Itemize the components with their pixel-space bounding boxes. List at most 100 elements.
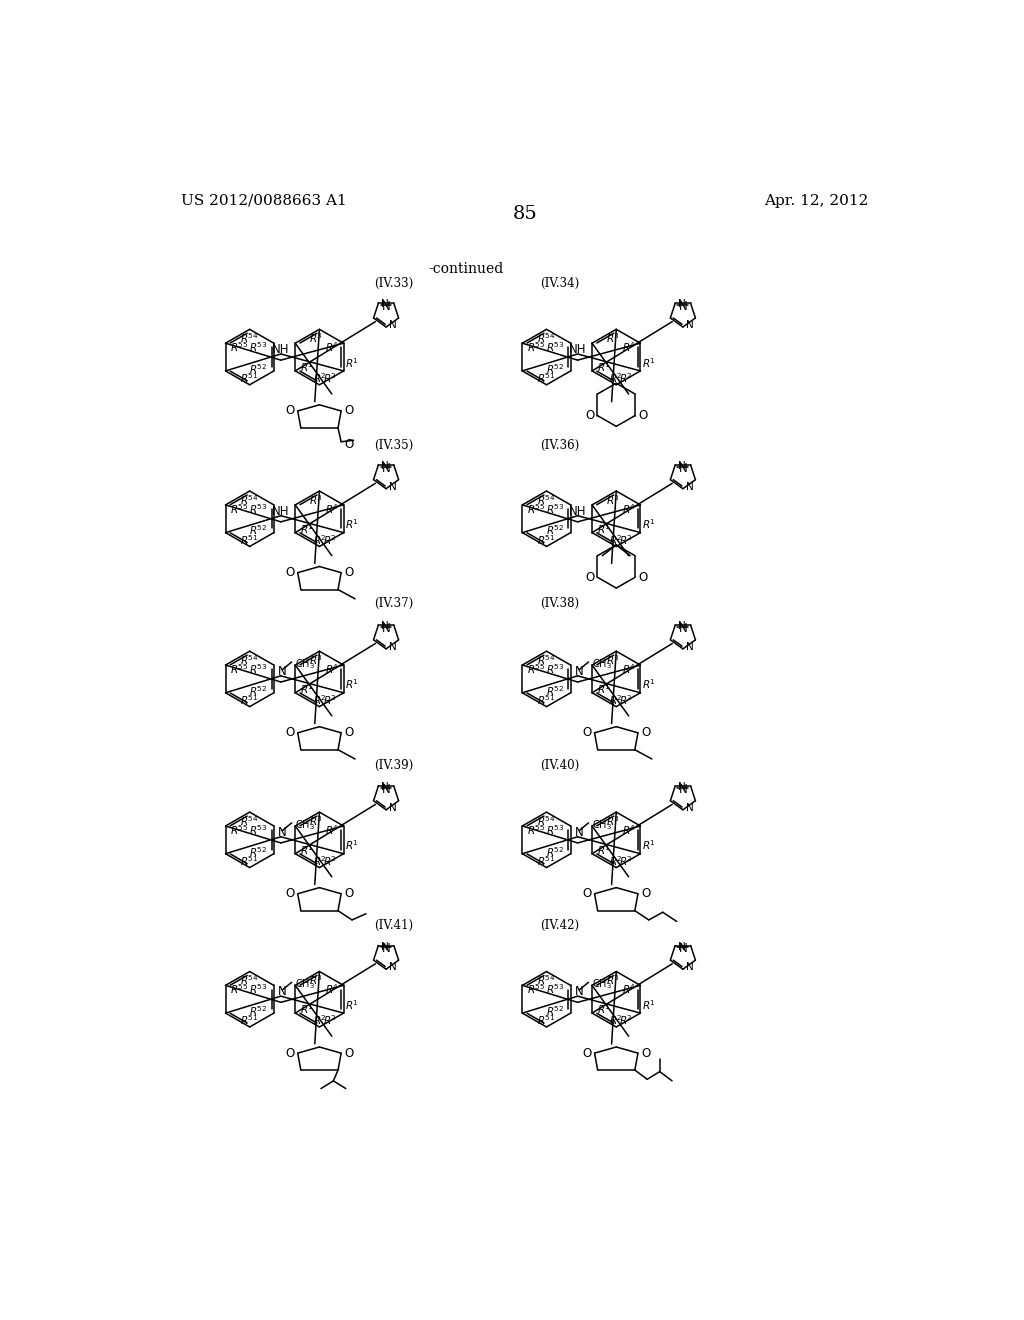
Text: $R^{55}$: $R^{55}$ [230, 663, 249, 676]
Text: 85: 85 [512, 205, 538, 223]
Text: $R^{2}$: $R^{2}$ [323, 693, 336, 706]
Text: N: N [389, 642, 397, 652]
Text: (IV.34): (IV.34) [541, 277, 580, 289]
Text: $R^{51}$: $R^{51}$ [538, 371, 556, 385]
Text: O: O [286, 887, 295, 900]
Text: $R^{1}$: $R^{1}$ [300, 843, 314, 857]
Text: N: N [574, 825, 584, 838]
Text: $R^{51}$: $R^{51}$ [241, 371, 259, 385]
Text: $R^{54}$: $R^{54}$ [538, 331, 556, 345]
Text: $R^{3}$: $R^{3}$ [309, 973, 324, 987]
Text: $R^{2}$: $R^{2}$ [312, 533, 327, 546]
Text: $R^{54}$: $R^{54}$ [538, 973, 556, 987]
Text: N: N [574, 665, 584, 677]
Text: N: N [382, 300, 391, 313]
Text: N: N [381, 941, 389, 952]
Text: $R^{53}$: $R^{53}$ [249, 982, 267, 997]
Text: N: N [678, 461, 686, 471]
Text: N: N [686, 803, 693, 813]
Text: CH$_3$: CH$_3$ [592, 977, 611, 991]
Text: $R^{52}$: $R^{52}$ [249, 845, 267, 858]
Text: O: O [344, 404, 353, 417]
Text: $R^{3}$: $R^{3}$ [309, 492, 324, 507]
Text: $R^{53}$: $R^{53}$ [546, 982, 564, 997]
Text: $R^{54}$: $R^{54}$ [241, 331, 259, 345]
Text: O: O [638, 570, 647, 583]
Text: $R^{1}$: $R^{1}$ [345, 677, 359, 692]
Text: $R^{51}$: $R^{51}$ [538, 1014, 556, 1027]
Text: $R^{2}$: $R^{2}$ [609, 693, 624, 706]
Text: N: N [382, 622, 391, 635]
Text: $R^{55}$: $R^{55}$ [527, 663, 546, 676]
Text: $R^{2}$: $R^{2}$ [620, 1014, 633, 1027]
Text: (IV.42): (IV.42) [541, 919, 580, 932]
Text: $R^{4}$: $R^{4}$ [325, 341, 339, 354]
Text: (IV.37): (IV.37) [375, 597, 414, 610]
Text: O: O [286, 726, 295, 739]
Text: $R^{2}$: $R^{2}$ [312, 854, 327, 867]
Text: (IV.35): (IV.35) [375, 440, 414, 453]
Text: $R^{54}$: $R^{54}$ [241, 492, 259, 507]
Text: $R^{52}$: $R^{52}$ [249, 684, 267, 697]
Text: N: N [678, 622, 686, 631]
Text: US 2012/0088663 A1: US 2012/0088663 A1 [180, 194, 346, 207]
Text: $R^{2}$: $R^{2}$ [312, 1014, 327, 1027]
Text: $R^{55}$: $R^{55}$ [527, 982, 546, 997]
Text: $R^{55}$: $R^{55}$ [230, 982, 249, 997]
Text: NH: NH [569, 343, 587, 356]
Text: Apr. 12, 2012: Apr. 12, 2012 [765, 194, 869, 207]
Text: CH$_3$: CH$_3$ [592, 818, 611, 832]
Text: $R^{2}$: $R^{2}$ [323, 1014, 336, 1027]
Text: N: N [574, 985, 584, 998]
Text: $R^{4}$: $R^{4}$ [325, 982, 339, 997]
Text: $R^{52}$: $R^{52}$ [546, 362, 564, 376]
Text: N: N [678, 783, 686, 792]
Text: O: O [641, 887, 650, 900]
Text: $R^{52}$: $R^{52}$ [546, 684, 564, 697]
Text: N: N [679, 783, 687, 796]
Text: $R^{54}$: $R^{54}$ [538, 814, 556, 828]
Text: $R^{52}$: $R^{52}$ [249, 362, 267, 376]
Text: N: N [686, 319, 693, 330]
Text: $R^{4}$: $R^{4}$ [622, 982, 636, 997]
Text: $R^{3}$: $R^{3}$ [606, 973, 621, 987]
Text: $R^{1}$: $R^{1}$ [345, 356, 359, 370]
Text: N: N [686, 482, 693, 491]
Text: (IV.41): (IV.41) [375, 919, 414, 932]
Text: $R^{2}$: $R^{2}$ [323, 854, 336, 867]
Text: $R^{1}$: $R^{1}$ [597, 360, 610, 374]
Text: $R^{1}$: $R^{1}$ [597, 523, 610, 536]
Text: N: N [382, 462, 391, 475]
Text: O: O [344, 887, 353, 900]
Text: $R^{53}$: $R^{53}$ [249, 824, 267, 837]
Text: $R^{51}$: $R^{51}$ [538, 533, 556, 546]
Text: $R^{1}$: $R^{1}$ [642, 517, 656, 531]
Text: $R^{55}$: $R^{55}$ [230, 824, 249, 837]
Text: $R^{54}$: $R^{54}$ [538, 653, 556, 667]
Text: $R^{2}$: $R^{2}$ [620, 371, 633, 385]
Text: O: O [286, 1047, 295, 1060]
Text: $R^{51}$: $R^{51}$ [241, 1014, 259, 1027]
Text: $R^{3}$: $R^{3}$ [309, 814, 324, 828]
Text: $R^{1}$: $R^{1}$ [642, 838, 656, 853]
Text: (IV.39): (IV.39) [375, 759, 414, 772]
Text: N: N [389, 482, 397, 491]
Text: $R^{52}$: $R^{52}$ [546, 1005, 564, 1018]
Text: (IV.36): (IV.36) [541, 440, 580, 453]
Text: N: N [686, 642, 693, 652]
Text: $R^{4}$: $R^{4}$ [325, 824, 339, 837]
Text: $R^{51}$: $R^{51}$ [241, 533, 259, 546]
Text: $R^{1}$: $R^{1}$ [642, 677, 656, 692]
Text: $R^{53}$: $R^{53}$ [249, 502, 267, 516]
Text: N: N [389, 803, 397, 813]
Text: NH: NH [272, 343, 290, 356]
Text: O: O [286, 404, 295, 417]
Text: O: O [286, 566, 295, 579]
Text: $R^{3}$: $R^{3}$ [309, 653, 324, 667]
Text: N: N [679, 622, 687, 635]
Text: $R^{4}$: $R^{4}$ [325, 502, 339, 516]
Text: $R^{1}$: $R^{1}$ [300, 360, 314, 374]
Text: $R^{52}$: $R^{52}$ [546, 845, 564, 858]
Text: O: O [583, 887, 592, 900]
Text: CH$_3$: CH$_3$ [295, 818, 314, 832]
